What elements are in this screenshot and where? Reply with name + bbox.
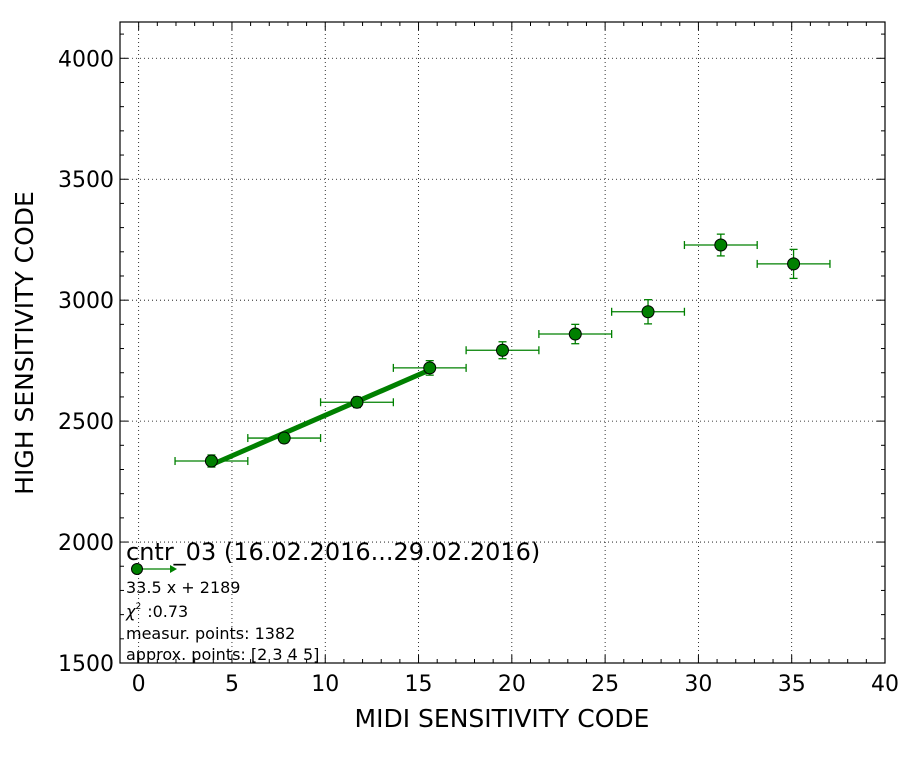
data-point — [611, 299, 686, 325]
legend-measur-points: measur. points: 1382 — [126, 624, 295, 643]
legend-approx-points: approx. points: [2 3 4 5] — [126, 645, 319, 664]
legend-equation: 33.5 x + 2189 — [126, 578, 240, 597]
point-marker — [350, 395, 364, 409]
data-point — [319, 395, 394, 409]
x-tick-label: 20 — [498, 672, 526, 697]
legend-chi-symbol: χ — [125, 602, 136, 621]
y-tick-label: 2000 — [58, 531, 114, 556]
point-marker — [204, 454, 218, 468]
point-marker — [496, 343, 509, 357]
legend-chi-sup: 2 — [135, 602, 141, 612]
y-tick-label: 3500 — [58, 168, 114, 193]
data-points — [174, 233, 831, 468]
y-axis-ticks: 1500 2000 2500 3000 3500 4000 — [58, 47, 885, 677]
data-point — [174, 454, 249, 468]
point-marker — [787, 257, 801, 271]
x-tick-label: 40 — [871, 672, 899, 697]
y-tick-label: 4000 — [58, 47, 114, 72]
data-point — [392, 359, 467, 376]
data-point — [538, 323, 613, 345]
legend: cntr_03 (16.02.2016...29.02.2016) 33.5 x… — [125, 538, 540, 664]
legend-chi-value: :0.73 — [147, 602, 188, 621]
data-point — [756, 248, 831, 280]
x-tick-label: 25 — [591, 672, 619, 697]
data-point — [465, 341, 540, 360]
y-tick-label: 1500 — [58, 652, 114, 677]
fit-line — [210, 367, 431, 468]
x-axis-ticks: 0 5 10 15 20 25 30 35 40 — [132, 22, 899, 697]
legend-title: cntr_03 (16.02.2016...29.02.2016) — [126, 538, 540, 566]
point-marker — [423, 361, 437, 375]
y-tick-label: 2500 — [58, 410, 114, 435]
legend-chi: χ2 :0.73 — [125, 602, 188, 621]
x-tick-label: 35 — [778, 672, 806, 697]
x-tick-label: 30 — [684, 672, 712, 697]
point-marker — [568, 327, 582, 341]
x-axis-title: MIDI SENSITIVITY CODE — [355, 704, 650, 733]
x-tick-label: 10 — [311, 672, 339, 697]
x-tick-label: 5 — [225, 672, 239, 697]
legend-marker-arrow — [170, 565, 177, 573]
y-axis-title: HIGH SENSITIVITY CODE — [10, 191, 39, 495]
minor-ticks — [119, 22, 885, 663]
data-point — [683, 233, 758, 257]
y-tick-label: 3000 — [58, 289, 114, 314]
x-tick-label: 15 — [405, 672, 433, 697]
point-marker — [277, 431, 291, 445]
data-point — [247, 431, 322, 445]
legend-marker-point — [131, 563, 143, 575]
point-marker — [714, 238, 728, 252]
point-marker — [641, 305, 655, 319]
x-tick-label: 0 — [132, 672, 146, 697]
plot-frame — [119, 21, 886, 664]
fit-layer — [210, 367, 431, 468]
